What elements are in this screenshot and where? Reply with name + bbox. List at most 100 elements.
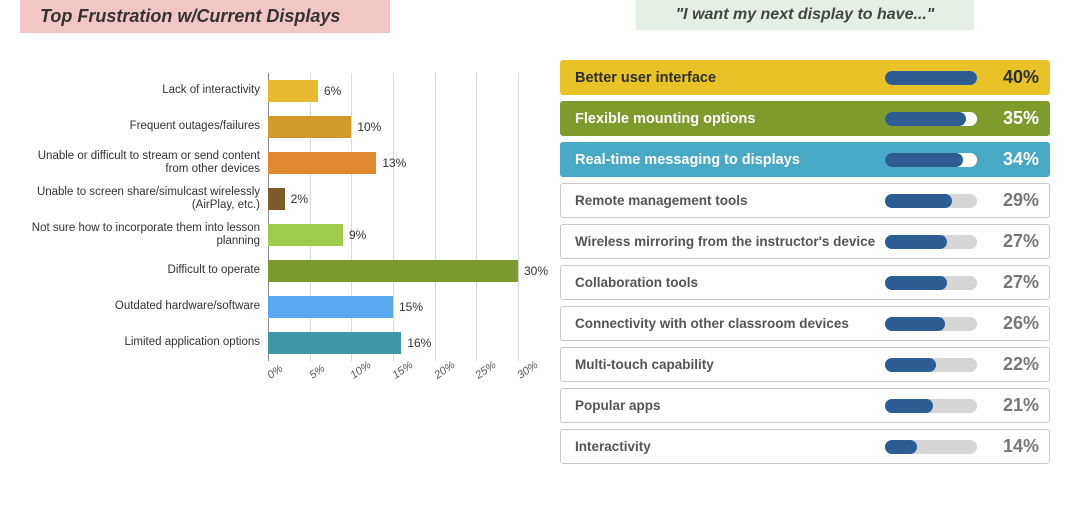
wishlist-item-bar xyxy=(885,112,977,126)
frustrations-panel: Top Frustration w/Current Displays Lack … xyxy=(20,0,520,521)
chart-row: Limited application options16% xyxy=(20,325,520,361)
wishlist-item: Wireless mirroring from the instructor's… xyxy=(560,224,1050,259)
chart-row: Outdated hardware/software 15% xyxy=(20,289,520,325)
wishlist-item-bar-fill xyxy=(885,235,947,249)
gridline xyxy=(518,181,519,217)
wishlist-item-label: Popular apps xyxy=(575,398,885,413)
chart-bar: 9% xyxy=(268,224,343,246)
wishlist-item-label: Wireless mirroring from the instructor's… xyxy=(575,234,885,249)
wishlist-item-bar xyxy=(885,235,977,249)
wishlist-item-label: Real-time messaging to displays xyxy=(575,152,885,168)
wishlist-item-label: Collaboration tools xyxy=(575,275,885,290)
chart-bar-value: 16% xyxy=(401,332,431,354)
wishlist-item: Popular apps 21% xyxy=(560,388,1050,423)
wishlist-item-value: 34% xyxy=(991,149,1039,170)
wishlist-item-label: Remote management tools xyxy=(575,193,885,208)
wishlist-panel: "I want my next display to have..." Bett… xyxy=(560,0,1050,521)
chart-bar: 13% xyxy=(268,152,376,174)
gridline xyxy=(435,109,436,145)
wishlist-item-bar-fill xyxy=(885,153,963,167)
wishlist-item: Multi-touch capability22% xyxy=(560,347,1050,382)
gridline xyxy=(476,217,477,253)
gridline xyxy=(518,73,519,109)
chart-bar-value: 13% xyxy=(376,152,406,174)
chart-bar-value: 15% xyxy=(393,296,423,318)
chart-bar-value: 6% xyxy=(318,80,341,102)
chart-row-label: Frequent outages/failures xyxy=(20,120,268,133)
gridline xyxy=(476,145,477,181)
chart-row: Lack of interactivity6% xyxy=(20,73,520,109)
chart-row-label: Not sure how to incorporate them into le… xyxy=(20,222,268,248)
chart-row: Frequent outages/failures 10% xyxy=(20,109,520,145)
gridline xyxy=(518,145,519,181)
chart-body: Lack of interactivity6%Frequent outages/… xyxy=(20,73,520,361)
chart-row-label: Unable to screen share/simulcast wireles… xyxy=(20,186,268,212)
wishlist-item-value: 22% xyxy=(991,354,1039,375)
chart-bar: 16% xyxy=(268,332,401,354)
gridline xyxy=(435,181,436,217)
wishlist-item-bar xyxy=(885,358,977,372)
wishlist-item-label: Connectivity with other classroom device… xyxy=(575,316,885,331)
wishlist-item-bar-fill xyxy=(885,399,933,413)
wishlist-item-bar-fill xyxy=(885,440,917,454)
wishlist-item: Connectivity with other classroom device… xyxy=(560,306,1050,341)
wishlist-item-bar xyxy=(885,276,977,290)
chart-row-plot: 13% xyxy=(268,145,518,181)
wishlist-item-bar xyxy=(885,399,977,413)
chart-row-label: Limited application options xyxy=(20,336,268,349)
gridline xyxy=(518,325,519,361)
gridline xyxy=(476,73,477,109)
chart-bar-value: 9% xyxy=(343,224,366,246)
x-tick: 0% xyxy=(265,363,285,382)
chart-row-plot: 15% xyxy=(268,289,518,325)
wishlist-item: Flexible mounting options 35% xyxy=(560,101,1050,136)
wishlist-item-label: Interactivity xyxy=(575,439,885,454)
chart-row-plot: 2% xyxy=(268,181,518,217)
chart-x-axis: 0%5%10%15%20%25%30% xyxy=(268,361,518,401)
gridline xyxy=(435,73,436,109)
wishlist-item-value: 14% xyxy=(991,436,1039,457)
wishlist-item-bar xyxy=(885,153,977,167)
wishlist-item-bar-fill xyxy=(885,276,947,290)
chart-row: Unable or difficult to stream or send co… xyxy=(20,145,520,181)
chart-row-label: Difficult to operate xyxy=(20,264,268,277)
wishlist-item: Remote management tools29% xyxy=(560,183,1050,218)
chart-row-plot: 30% xyxy=(268,253,518,289)
wishlist-item: Collaboration tools27% xyxy=(560,265,1050,300)
wishlist-item: Interactivity 14% xyxy=(560,429,1050,464)
x-tick: 10% xyxy=(349,359,374,381)
wishlist-item-bar xyxy=(885,71,977,85)
chart-bar: 2% xyxy=(268,188,285,210)
wishlist-item: Better user interface40% xyxy=(560,60,1050,95)
chart-bar-value: 10% xyxy=(351,116,381,138)
gridline xyxy=(351,73,352,109)
gridline xyxy=(476,181,477,217)
wishlist-items: Better user interface40% Flexible mountin… xyxy=(560,60,1050,464)
gridline xyxy=(351,181,352,217)
wishlist-item-bar xyxy=(885,440,977,454)
wishlist-item-value: 35% xyxy=(991,108,1039,129)
chart-row-plot: 16% xyxy=(268,325,518,361)
wishlist-item-label: Flexible mounting options xyxy=(575,111,885,127)
gridline xyxy=(518,289,519,325)
chart-row-plot: 10% xyxy=(268,109,518,145)
gridline xyxy=(310,181,311,217)
wishlist-item-bar-fill xyxy=(885,358,936,372)
gridline xyxy=(393,181,394,217)
gridline xyxy=(476,325,477,361)
wishlist-title: "I want my next display to have..." xyxy=(636,0,975,30)
gridline xyxy=(435,145,436,181)
chart-row-plot: 6% xyxy=(268,73,518,109)
wishlist-item-value: 21% xyxy=(991,395,1039,416)
chart-row-label: Outdated hardware/software xyxy=(20,300,268,313)
chart-row: Not sure how to incorporate them into le… xyxy=(20,217,520,253)
wishlist-item-bar-fill xyxy=(885,317,945,331)
wishlist-item-bar-fill xyxy=(885,112,966,126)
x-tick: 25% xyxy=(474,359,499,381)
chart-row: Difficult to operate30% xyxy=(20,253,520,289)
x-tick: 30% xyxy=(515,359,540,381)
wishlist-item-value: 26% xyxy=(991,313,1039,334)
wishlist-item-value: 40% xyxy=(991,67,1039,88)
chart-bar-value: 2% xyxy=(285,188,308,210)
gridline xyxy=(435,217,436,253)
